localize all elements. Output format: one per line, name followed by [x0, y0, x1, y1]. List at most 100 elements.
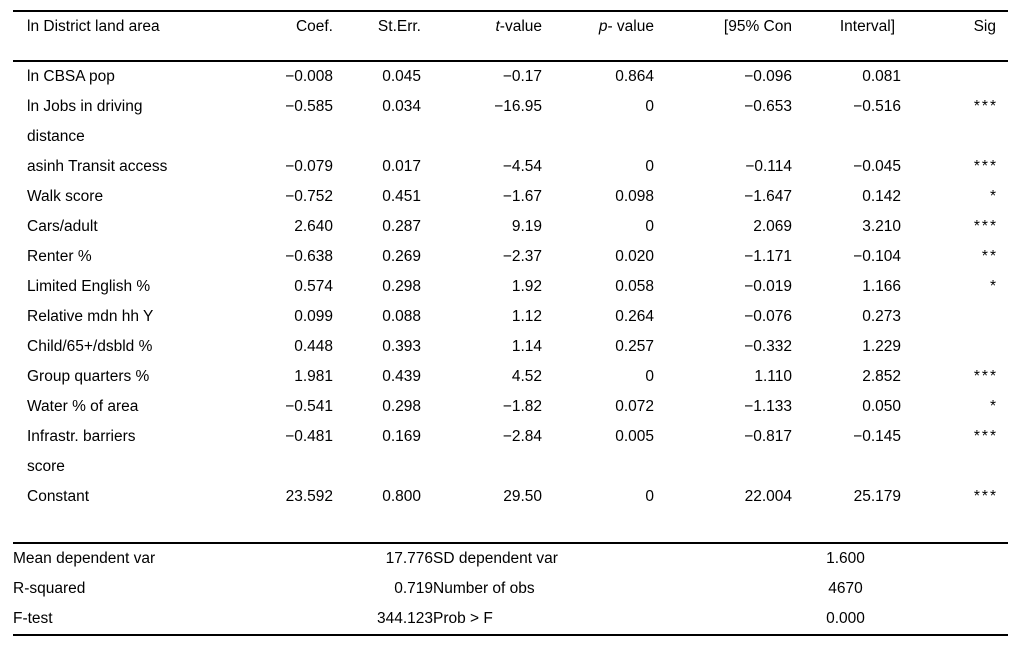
summary-stats-row: R-squared 0.719 Number of obs 4670 — [13, 574, 1008, 604]
sig-cell: * — [989, 398, 998, 415]
sig-cell — [901, 61, 1008, 92]
table-row: Infrastr. barriers score −0.481 0.169 −2… — [13, 422, 1008, 482]
ci-low-cell: −1.647 — [744, 188, 792, 205]
ci-high-cell: −0.104 — [853, 248, 901, 265]
t-value-cell: 1.12 — [511, 308, 542, 325]
table-row: Cars/adult 2.640 0.287 9.19 0 2.069 3.21… — [13, 212, 1008, 242]
sterr-cell: 0.017 — [382, 158, 421, 175]
ci-low-cell: −0.332 — [744, 338, 792, 355]
coef-cell: −0.638 — [285, 248, 333, 265]
table-body: ln CBSA pop −0.008 0.045 −0.17 0.864 −0.… — [13, 61, 1008, 512]
t-value-cell: −1.82 — [502, 398, 542, 415]
coef-cell: 0.099 — [294, 308, 333, 325]
coef-cell: −0.079 — [285, 158, 333, 175]
table-row: Child/65+/dsbld % 0.448 0.393 1.14 0.257… — [13, 332, 1008, 362]
table-row: Limited English % 0.574 0.298 1.92 0.058… — [13, 272, 1008, 302]
row-label: Constant — [27, 488, 90, 505]
row-label: Child/65+/dsbld % — [27, 338, 153, 355]
summary-stats-body: Mean dependent var 17.776 SD dependent v… — [13, 543, 1008, 635]
ci-high-cell: 1.166 — [862, 278, 901, 295]
sterr-cell: 0.439 — [382, 368, 421, 385]
header-dependent-variable: ln District land area — [13, 11, 263, 62]
stat-value: 0.719 — [394, 580, 433, 597]
sterr-cell: 0.045 — [382, 68, 421, 85]
stat-value: 344.123 — [376, 610, 433, 627]
summary-stats-row: F-test 344.123 Prob > F 0.000 — [13, 604, 1008, 635]
row-label: Group quarters % — [27, 368, 150, 385]
t-value-cell: 4.52 — [511, 368, 542, 385]
ci-high-cell: −0.516 — [853, 98, 901, 115]
summary-stats-table: Mean dependent var 17.776 SD dependent v… — [13, 542, 1008, 636]
p-value-cell: 0.264 — [615, 308, 654, 325]
sig-cell: * — [989, 188, 998, 205]
stat-value: 1.600 — [826, 550, 865, 567]
sig-cell: *** — [973, 218, 998, 235]
row-label: ln CBSA pop — [27, 68, 115, 85]
row-label: Renter % — [27, 248, 92, 265]
table-row: Constant 23.592 0.800 29.50 0 22.004 25.… — [13, 482, 1008, 512]
stat-label: F-test — [13, 610, 53, 627]
sterr-cell: 0.169 — [382, 428, 421, 445]
ci-low-cell: −0.019 — [744, 278, 792, 295]
coef-cell: 1.981 — [294, 368, 333, 385]
ci-high-cell: 25.179 — [853, 488, 901, 505]
t-value-cell: −2.84 — [502, 428, 542, 445]
table-row: Group quarters % 1.981 0.439 4.52 0 1.11… — [13, 362, 1008, 392]
p-value-cell: 0.072 — [615, 398, 654, 415]
coef-cell: 23.592 — [285, 488, 333, 505]
table-row: Water % of area −0.541 0.298 −1.82 0.072… — [13, 392, 1008, 422]
sterr-cell: 0.393 — [382, 338, 421, 355]
ci-high-cell: 0.081 — [862, 68, 901, 85]
coef-cell: −0.008 — [285, 68, 333, 85]
p-value-cell: 0 — [645, 98, 654, 115]
table-row: Walk score −0.752 0.451 −1.67 0.098 −1.6… — [13, 182, 1008, 212]
table-header: ln District land area Coef. St.Err. t-va… — [13, 11, 1008, 62]
t-value-cell: −16.95 — [494, 98, 542, 115]
row-label: Infrastr. barriers score — [27, 428, 136, 475]
ci-high-cell: 0.050 — [862, 398, 901, 415]
t-value-cell: 9.19 — [511, 218, 542, 235]
t-value-cell: 1.14 — [511, 338, 542, 355]
header-ci-low: [95% Con — [654, 11, 792, 62]
row-label: Water % of area — [27, 398, 139, 415]
p-value-cell: 0 — [645, 218, 654, 235]
ci-high-cell: 1.229 — [862, 338, 901, 355]
p-value-cell: 0.058 — [615, 278, 654, 295]
t-value-cell: 1.92 — [511, 278, 542, 295]
t-value-rest: -value — [499, 18, 542, 35]
p-value-cell: 0.020 — [615, 248, 654, 265]
ci-low-cell: 1.110 — [754, 368, 792, 385]
sterr-cell: 0.269 — [382, 248, 421, 265]
ci-high-cell: −0.045 — [853, 158, 901, 175]
t-value-cell: −0.17 — [502, 68, 542, 85]
stat-label: Prob > F — [433, 610, 493, 627]
p-value-rest: - value — [607, 18, 654, 35]
ci-low-cell: 2.069 — [753, 218, 792, 235]
header-sig: Sig — [901, 11, 1008, 62]
table-row: ln Jobs in driving distance −0.585 0.034… — [13, 92, 1008, 152]
sig-cell: *** — [973, 368, 998, 385]
ci-low-cell: −1.133 — [744, 398, 792, 415]
p-value-italic: p — [598, 18, 608, 35]
t-value-cell: −2.37 — [502, 248, 542, 265]
row-label: Walk score — [27, 188, 104, 205]
sig-cell — [901, 302, 1008, 332]
stat-label: SD dependent var — [433, 550, 558, 567]
sterr-cell: 0.800 — [382, 488, 421, 505]
sterr-cell: 0.298 — [382, 278, 421, 295]
sig-cell: *** — [973, 98, 998, 115]
ci-low-cell: −0.653 — [744, 98, 792, 115]
regression-table: ln District land area Coef. St.Err. t-va… — [13, 10, 1008, 512]
t-value-cell: −1.67 — [502, 188, 542, 205]
sig-cell: * — [989, 278, 998, 295]
stat-value: 0.000 — [826, 610, 865, 627]
row-label: ln Jobs in driving distance — [27, 98, 143, 145]
row-label: Cars/adult — [27, 218, 98, 235]
table-row: Relative mdn hh Y 0.099 0.088 1.12 0.264… — [13, 302, 1008, 332]
ci-low-cell: −0.096 — [744, 68, 792, 85]
p-value-cell: 0.098 — [615, 188, 654, 205]
table-row: asinh Transit access −0.079 0.017 −4.54 … — [13, 152, 1008, 182]
coef-cell: −0.481 — [285, 428, 333, 445]
sterr-cell: 0.287 — [382, 218, 421, 235]
stat-label: Number of obs — [433, 580, 535, 597]
